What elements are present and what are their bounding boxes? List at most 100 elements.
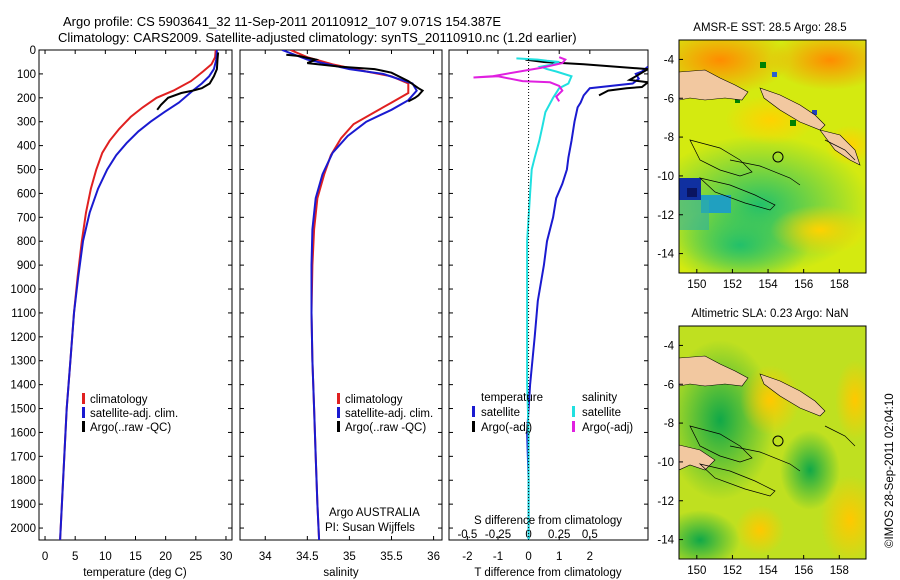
y-tick-label: 600 <box>17 188 36 200</box>
y-tick-label: 1700 <box>10 451 36 463</box>
x-tick-label: 2 <box>587 551 593 563</box>
lat-tick-label: -10 <box>657 171 674 183</box>
y-tick-label: 1100 <box>11 308 36 320</box>
y-tick-label: 0 <box>30 45 36 57</box>
lon-tick-label: 156 <box>794 279 813 291</box>
legend-label-s-argo: Argo(-adj) <box>582 422 633 434</box>
lat-tick-label: -6 <box>664 379 674 391</box>
s-diff-tick-label: 0.5 <box>582 529 598 541</box>
sst-map <box>679 40 866 273</box>
y-tick-label: 1400 <box>10 380 36 392</box>
legend-label-t-argo: Argo(-adj) <box>481 422 532 434</box>
legend-swatch-s-argo <box>572 421 575 432</box>
x-tick-label: 34 <box>259 551 272 563</box>
lat-tick-label: -4 <box>664 340 675 352</box>
lon-tick-label: 154 <box>758 565 778 577</box>
header-line2: Climatology: CARS2009. Satellite-adjuste… <box>58 30 577 45</box>
y-tick-label: 100 <box>17 69 36 81</box>
y-tick-label: 1900 <box>10 499 36 511</box>
legend-swatch-argo <box>337 421 340 432</box>
y-tick-label: 900 <box>17 260 36 272</box>
lat-tick-label: -10 <box>657 457 674 469</box>
lat-tick-label: -12 <box>657 496 674 508</box>
difference-series <box>473 56 648 540</box>
x-tick-label: 35 <box>343 551 356 563</box>
temperature-xlabel: temperature (deg C) <box>83 567 187 579</box>
temperature-legend: climatology satellite-adj. clim. Argo(..… <box>82 393 178 434</box>
lon-tick-label: 152 <box>723 279 742 291</box>
y-tick-label: 1600 <box>10 427 36 439</box>
sla-map-title: Altimetric SLA: 0.23 Argo: NaN <box>691 308 848 320</box>
legend-swatch-s-satellite <box>572 406 575 417</box>
lon-tick-label: 154 <box>758 279 778 291</box>
y-tick-label: 1200 <box>10 332 36 344</box>
legend-label-s-satellite: satellite <box>582 407 621 419</box>
s-diff-title: S difference from climatology <box>474 515 622 527</box>
legend-swatch-t-satellite <box>472 406 475 417</box>
legend-swatch-climatology <box>337 393 340 404</box>
y-tick-label: 400 <box>17 141 36 153</box>
sst-map-frame <box>678 39 867 274</box>
x-tick-label: -1 <box>493 551 503 563</box>
lat-tick-label: -8 <box>664 132 674 144</box>
x-tick-label: 10 <box>99 551 112 563</box>
legend-label-climatology: climatology <box>90 394 148 406</box>
x-tick-label: 15 <box>129 551 142 563</box>
y-tick-label: 200 <box>17 93 36 105</box>
argo-location-marker <box>772 151 784 163</box>
sst-map-title: AMSR-E SST: 28.5 Argo: 28.5 <box>693 22 846 34</box>
lat-tick-label: -4 <box>664 54 675 66</box>
series-line-satellite-adj-clim- <box>59 50 218 540</box>
x-tick-label: 0 <box>525 551 531 563</box>
salinity-xlabel: salinity <box>323 567 358 579</box>
lat-tick-label: -14 <box>657 249 674 261</box>
legend-swatch-satellite <box>82 407 85 418</box>
lon-tick-label: 158 <box>830 279 849 291</box>
legend-header-temperature: temperature <box>481 392 543 404</box>
pi-annotation: PI: Susan Wijffels <box>325 522 415 534</box>
legend-label-climatology: climatology <box>345 394 403 406</box>
y-tick-label: 500 <box>17 165 36 177</box>
y-tick-label: 300 <box>17 117 36 129</box>
s-diff-tick-label: 0.25 <box>548 529 570 541</box>
legend-swatch-climatology <box>82 393 85 404</box>
salinity-legend: climatology satellite-adj. clim. Argo(..… <box>337 393 433 434</box>
lon-tick-label: 158 <box>830 565 849 577</box>
lon-tick-label: 156 <box>794 565 813 577</box>
sla-map <box>679 326 866 559</box>
lat-tick-label: -8 <box>664 418 674 430</box>
argo-location-marker <box>772 435 784 447</box>
lat-tick-label: -6 <box>664 93 674 105</box>
temperature-panel <box>38 49 233 541</box>
sla-map-ticks: 150 152 154 156 158 -4 -6 -8 -10 -12 -14 <box>657 340 849 577</box>
legend-swatch-argo <box>82 421 85 432</box>
salinity-ticks: 34 34.5 35 35.5 36 <box>240 49 442 563</box>
salinity-panel <box>239 49 443 541</box>
legend-label-argo: Argo(..raw -QC) <box>90 422 171 434</box>
x-tick-label: 30 <box>220 551 233 563</box>
legend-swatch-t-argo <box>472 421 475 432</box>
y-tick-label: 1500 <box>10 404 36 416</box>
x-tick-label: 20 <box>159 551 172 563</box>
t-diff-xlabel: T difference from climatology <box>474 567 621 579</box>
temperature-ticks: 0 5 10 15 20 25 300100200300400500600700800900… <box>10 45 232 563</box>
series-line-temperature-argo-adj- <box>525 58 648 97</box>
lon-tick-label: 152 <box>723 565 742 577</box>
s-diff-tick-label: -0.5 <box>457 529 477 541</box>
x-tick-label: 5 <box>72 551 78 563</box>
series-line-argo-raw-qc- <box>156 52 220 111</box>
lon-tick-label: 150 <box>687 565 706 577</box>
legend-label-satellite: satellite-adj. clim. <box>90 408 178 420</box>
x-tick-label: 1 <box>556 551 562 563</box>
difference-panel <box>448 49 649 541</box>
difference-legend: temperature salinity satellite Argo(-adj… <box>472 392 633 434</box>
x-tick-label: 36 <box>427 551 440 563</box>
legend-label-t-satellite: satellite <box>481 407 520 419</box>
x-tick-label: -2 <box>462 551 472 563</box>
x-tick-label: 34.5 <box>296 551 318 563</box>
y-tick-label: 1300 <box>10 356 36 368</box>
y-tick-label: 1800 <box>10 475 36 487</box>
series-line-argo-raw-qc- <box>286 53 425 103</box>
salinity-series <box>281 50 425 540</box>
